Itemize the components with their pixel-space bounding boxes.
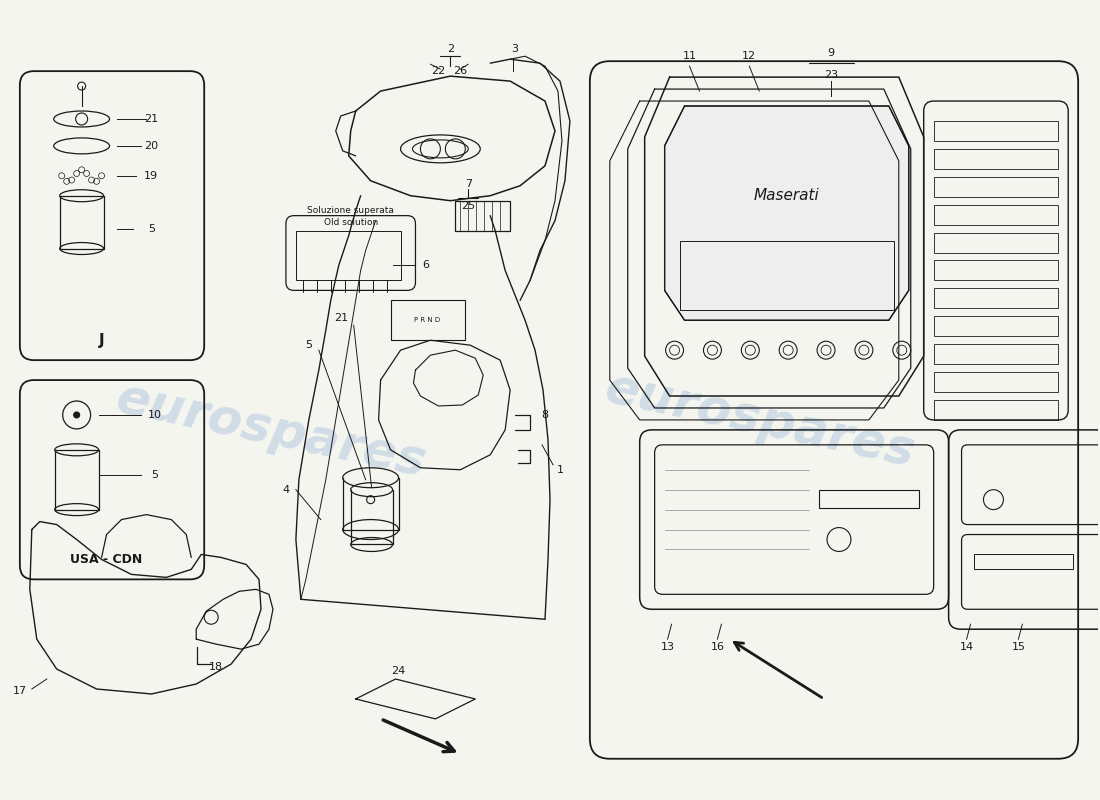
Text: 23: 23 (824, 70, 838, 80)
Text: Soluzione superata: Soluzione superata (307, 206, 394, 215)
Text: 1: 1 (557, 465, 563, 474)
Circle shape (74, 412, 79, 418)
Text: 17: 17 (13, 686, 26, 696)
Text: Maserati: Maserati (754, 188, 820, 203)
Bar (296, 230, 400, 281)
Bar (934, 177, 1058, 197)
Text: 24: 24 (392, 666, 406, 676)
Bar (934, 372, 1058, 392)
Text: 25: 25 (461, 201, 475, 210)
Text: 12: 12 (742, 51, 757, 61)
Text: 26: 26 (453, 66, 468, 76)
Text: 9: 9 (827, 48, 835, 58)
Text: 20: 20 (144, 141, 158, 151)
Text: eurospares: eurospares (600, 364, 918, 476)
Polygon shape (664, 106, 909, 320)
Bar (390, 300, 465, 340)
Text: 7: 7 (464, 178, 472, 189)
Text: 10: 10 (147, 410, 162, 420)
Bar (934, 400, 1058, 420)
Bar (934, 261, 1058, 281)
Bar (934, 344, 1058, 364)
Bar (820, 490, 918, 508)
Text: 4: 4 (283, 485, 289, 494)
Text: eurospares: eurospares (111, 374, 430, 486)
Bar (680, 241, 894, 310)
Text: 11: 11 (682, 51, 696, 61)
Text: 8: 8 (541, 410, 549, 420)
Bar (934, 121, 1058, 141)
Bar (934, 205, 1058, 225)
Text: 18: 18 (209, 662, 223, 672)
Text: 2: 2 (447, 44, 454, 54)
Text: 6: 6 (422, 261, 429, 270)
Text: USA - CDN: USA - CDN (70, 553, 143, 566)
Text: 21: 21 (333, 314, 348, 323)
Bar (934, 149, 1058, 169)
Text: 14: 14 (959, 642, 974, 652)
Text: 22: 22 (431, 66, 446, 76)
Text: Old solution: Old solution (323, 218, 377, 227)
Bar (934, 288, 1058, 308)
Text: 19: 19 (144, 170, 158, 181)
Text: 21: 21 (144, 114, 158, 124)
Text: 16: 16 (711, 642, 725, 652)
Bar (934, 233, 1058, 253)
Text: 13: 13 (661, 642, 674, 652)
Text: 15: 15 (1011, 642, 1025, 652)
Text: 5: 5 (151, 470, 158, 480)
Text: 3: 3 (512, 44, 518, 54)
Text: 5: 5 (306, 340, 312, 350)
Text: 5: 5 (147, 223, 155, 234)
Text: P R N D: P R N D (415, 318, 440, 323)
Bar (455, 201, 510, 230)
Text: J: J (99, 333, 104, 348)
Bar (974, 554, 1074, 570)
Bar (934, 316, 1058, 336)
